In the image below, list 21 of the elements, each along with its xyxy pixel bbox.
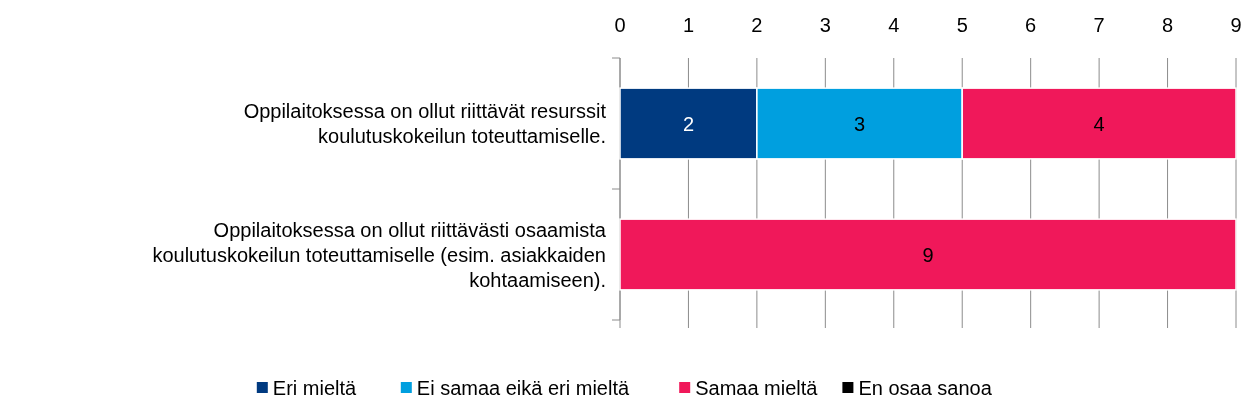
legend-label: En osaa sanoa [858, 377, 993, 399]
y-tick-label: Oppilaitoksessa on ollut riittävät resurssit koulutuskokeilun toteuttamiselle. [243, 100, 607, 147]
x-tick-label: 3 [819, 14, 831, 36]
legend-label: Samaa mieltä [695, 377, 819, 399]
legend-label: Ei samaa eikä eri mieltä [416, 377, 630, 399]
x-tick-label: 7 [1093, 14, 1105, 36]
y-tick-label: Oppilaitoksessa on ollut riittävästi osaamista koulutuskokeilun toteuttamiselle (esim. asiakkaiden kohtaamiseen). [152, 218, 607, 291]
legend-label: Eri mieltä [272, 377, 358, 399]
data-label: 9 [922, 243, 934, 266]
x-tick-label: 8 [1161, 14, 1174, 36]
x-tick-label: 9 [1230, 14, 1242, 36]
data-label: 4 [1093, 112, 1105, 135]
x-tick-label: 4 [888, 14, 900, 36]
x-tick-label: 1 [682, 14, 695, 36]
data-label: 3 [853, 112, 866, 135]
x-tick-label: 2 [751, 14, 763, 36]
x-tick-label: 5 [956, 14, 968, 36]
data-label: 2 [682, 112, 695, 135]
x-tick-label: 6 [1025, 14, 1037, 36]
x-tick-label: 0 [614, 14, 626, 36]
bar [619, 218, 1237, 291]
